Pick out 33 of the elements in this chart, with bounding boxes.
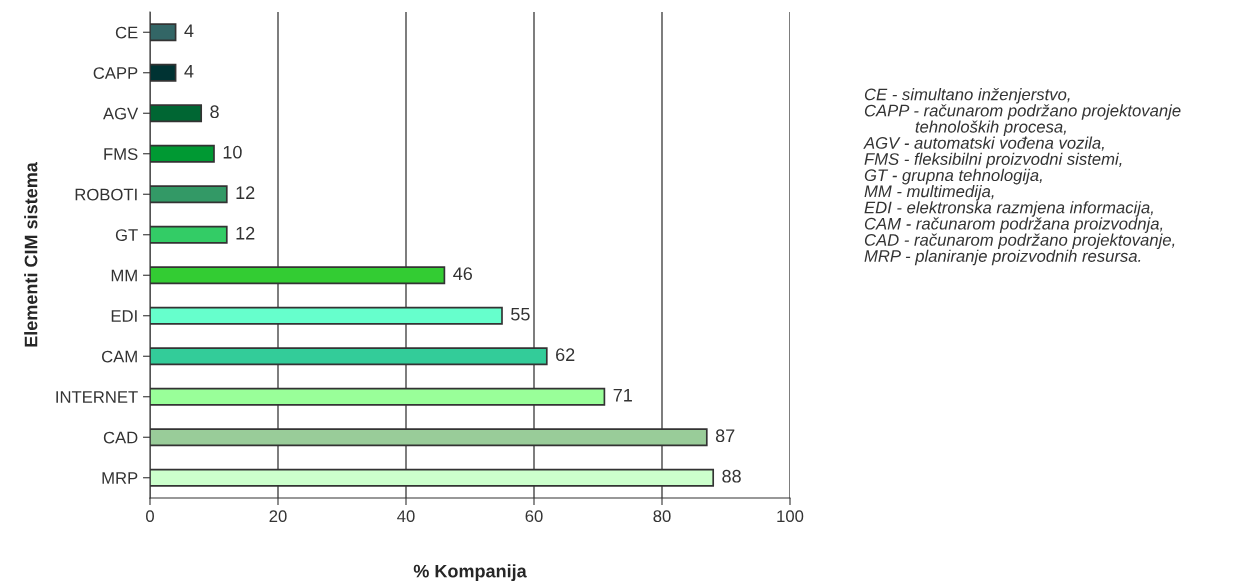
x-tick-label: 80 bbox=[653, 510, 671, 523]
y-tick-label: INTERNET bbox=[56, 391, 138, 403]
y-tick-label: FMS bbox=[104, 148, 138, 160]
data-label: 71 bbox=[613, 389, 632, 402]
y-tick-label: CAM bbox=[102, 350, 137, 363]
x-tick-label: 20 bbox=[269, 510, 287, 523]
data-label: 87 bbox=[715, 429, 735, 443]
data-label: 55 bbox=[511, 308, 530, 321]
y-tick-label: AGV bbox=[103, 107, 139, 120]
x-tick-label: 60 bbox=[525, 510, 543, 523]
y-tick-label: CAD bbox=[103, 431, 138, 444]
data-label: 10 bbox=[223, 145, 242, 159]
data-label: 12 bbox=[236, 226, 255, 240]
x-tick-label: 0 bbox=[146, 510, 154, 523]
data-label: 4 bbox=[184, 65, 194, 78]
data-label: 88 bbox=[722, 469, 741, 483]
data-label: 62 bbox=[556, 348, 575, 362]
y-tick-label: MRP bbox=[102, 472, 138, 484]
data-label: 46 bbox=[453, 267, 473, 281]
data-label: 12 bbox=[236, 186, 255, 199]
y-tick-label: CAPP bbox=[93, 67, 138, 79]
y-tick-label: EDI bbox=[111, 310, 137, 322]
y-tick-label: GT bbox=[115, 229, 138, 241]
data-label: 4 bbox=[184, 24, 194, 37]
data-label: 8 bbox=[210, 105, 219, 119]
x-tick-label: 100 bbox=[777, 510, 804, 523]
y-axis-title: Elementi CIM sistema bbox=[24, 162, 38, 347]
y-tick-label: ROBOTI bbox=[75, 188, 137, 201]
x-tick-label: 40 bbox=[397, 510, 415, 523]
text: CE - simultano inženjerstvo, CAPP - računarom podržano projektovanje tehnoloških procesa, AGV - automatski vođena vozila, FMS - fleksibilni proizvodni sistemi, GT - grupna tehnologija, MM - multimedija, EDI - elektronska razmjena informacija, CAM - računarom podržana proizvodnja, CAD - računarom podržano projektovanje, MRP - planiranje proizvodnih resursa. bbox=[863, 88, 1181, 266]
y-tick-label: CE bbox=[115, 26, 138, 39]
y-tick-label: MM bbox=[111, 269, 137, 282]
x-axis-title: % Kompanija bbox=[413, 564, 527, 582]
